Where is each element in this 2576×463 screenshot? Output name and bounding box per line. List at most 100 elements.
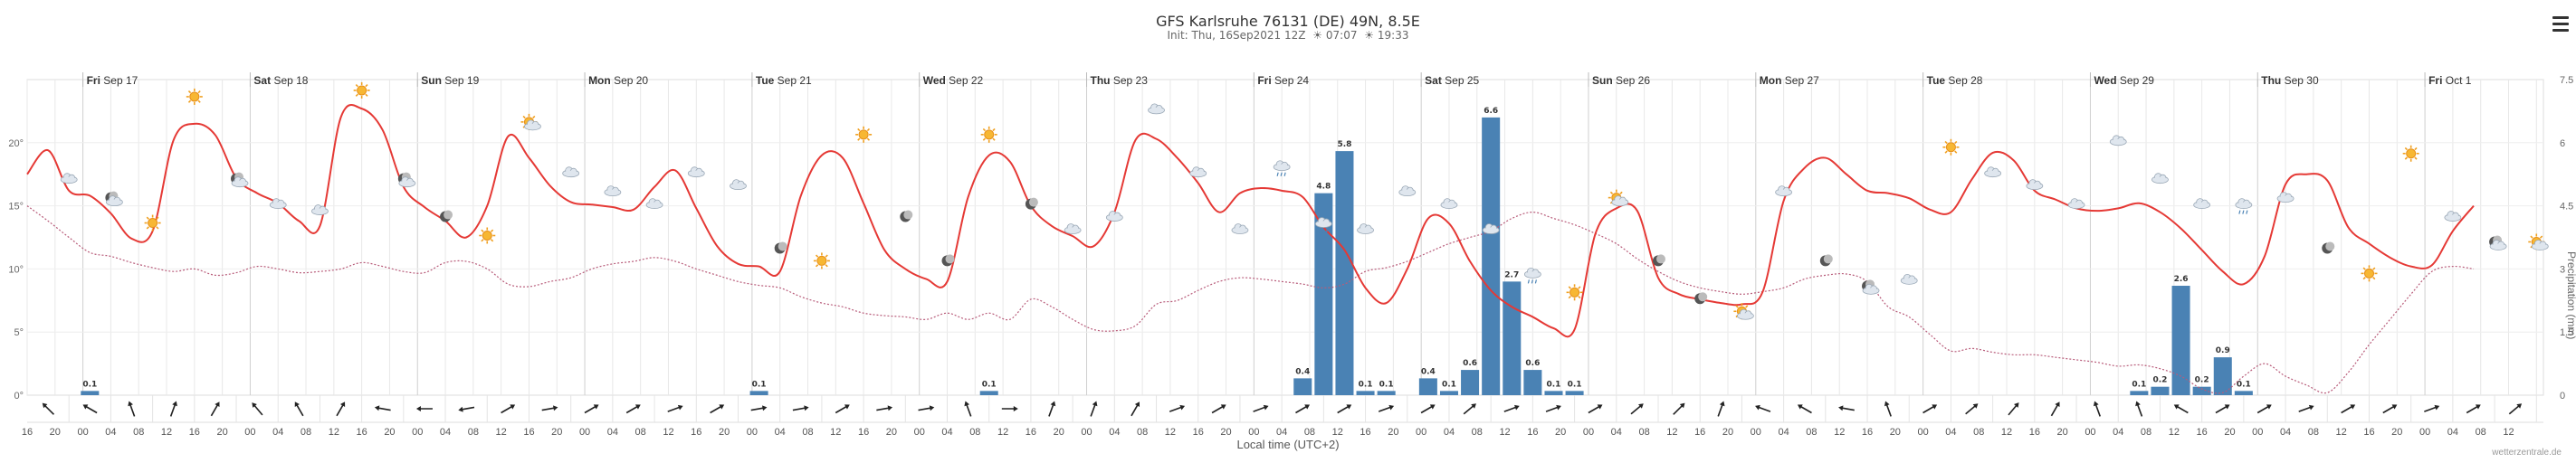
cloud-icon (1105, 211, 1123, 222)
right-axis-tick: 3 (2560, 264, 2565, 275)
hour-tick-label: 16 (2197, 427, 2208, 438)
sunset-icon: ☀ (1364, 29, 1375, 42)
precip-label: 0.4 (1295, 367, 1310, 376)
precip-bar (979, 391, 998, 395)
precip-bar (1439, 391, 1458, 395)
moon-icon (900, 210, 913, 222)
sunset-time: 19:33 (1377, 29, 1409, 42)
cloud-icon (2276, 192, 2295, 203)
sun-icon (2361, 265, 2378, 282)
wind-arrow-icon (2135, 401, 2143, 417)
sun-icon (1566, 284, 1583, 301)
hamburger-menu-icon[interactable] (2552, 16, 2569, 35)
precip-label: 0.2 (2152, 376, 2167, 385)
precip-bar (1356, 391, 1375, 395)
wind-arrow-icon (2424, 404, 2440, 412)
day-label: Mon Sep 27 (1760, 74, 1819, 87)
sun-icon (144, 214, 161, 232)
hour-tick-label: 08 (1472, 427, 1483, 438)
precip-bar (1335, 151, 1354, 395)
hour-tick-label: 20 (1388, 427, 1398, 438)
wind-arrow-icon (625, 404, 641, 414)
day-label: Wed Sep 22 (923, 74, 984, 87)
precip-label: 0.1 (1568, 380, 1582, 389)
wind-arrow-icon (2093, 401, 2101, 417)
moon-icon (1652, 254, 1665, 267)
cloud-icon (1189, 166, 1207, 178)
rain-cloud-icon (1523, 267, 1541, 284)
wind-arrow-icon (1048, 401, 1056, 417)
precip-label: 0.6 (1463, 359, 1477, 368)
wind-arrow-icon (2215, 404, 2230, 414)
hour-tick-label: 00 (914, 427, 925, 438)
credit-text[interactable]: wetterzentrale.de (2492, 448, 2562, 458)
precip-label: 0.2 (2195, 376, 2209, 385)
precip-label: 0.1 (2237, 380, 2251, 389)
precip-label: 0.1 (1442, 380, 1456, 389)
wind-arrow-icon (2256, 404, 2272, 414)
wind-arrow-icon (169, 401, 177, 417)
hour-tick-label: 04 (440, 427, 451, 438)
hour-tick-label: 04 (775, 427, 786, 438)
cloud-icon (2444, 211, 2462, 222)
wind-arrow-icon (1253, 404, 1269, 412)
hour-tick-label: 12 (1165, 427, 1176, 438)
precip-bar (1377, 391, 1396, 395)
cloud-icon (1482, 223, 1500, 234)
hour-tick-label: 08 (1806, 427, 1817, 438)
wind-arrow-icon (2341, 404, 2356, 414)
wind-arrow-icon (876, 405, 893, 411)
precip-label: 0.1 (982, 380, 997, 389)
hour-tick-label: 08 (969, 427, 980, 438)
wind-arrow-icon (918, 405, 935, 411)
cloud-icon (730, 179, 747, 191)
precip-bar (1482, 117, 1501, 395)
wind-arrow-icon (294, 402, 304, 417)
hour-tick-label: 00 (2419, 427, 2430, 438)
precip-bar (1565, 391, 1584, 395)
wind-arrow-icon (1503, 404, 1520, 412)
cloud-icon (1398, 185, 1417, 197)
hour-tick-label: 16 (1694, 427, 1705, 438)
hour-tick-label: 12 (496, 427, 507, 438)
wind-arrow-icon (1884, 401, 1892, 417)
cloud-icon (2193, 198, 2211, 210)
hour-tick-label: 08 (2141, 427, 2151, 438)
cloud-icon (645, 198, 663, 210)
hour-tick-label: 12 (830, 427, 841, 438)
hour-tick-label: 20 (1220, 427, 1231, 438)
right-axis-tick: 4.5 (2560, 202, 2573, 213)
sun-icon (2402, 145, 2419, 162)
hour-tick-label: 20 (1555, 427, 1566, 438)
plot-frame (26, 79, 2544, 396)
left-axis-tick: 10° (8, 264, 24, 275)
hour-tick-label: 16 (691, 427, 701, 438)
precip-bar (1544, 391, 1563, 395)
wind-arrow-icon (1131, 402, 1140, 417)
hour-tick-label: 16 (1527, 427, 1538, 438)
hour-tick-label: 04 (1276, 427, 1287, 438)
hour-tick-label: 20 (384, 427, 395, 438)
hour-tick-label: 20 (2224, 427, 2235, 438)
moon-icon (941, 254, 955, 267)
wind-arrow-icon (667, 404, 683, 412)
hour-tick-label: 04 (2113, 427, 2123, 438)
cloud-icon (2109, 135, 2127, 146)
hour-tick-label: 16 (1193, 427, 1204, 438)
cloud-icon (2026, 179, 2044, 191)
day-label: Sun Sep 19 (421, 74, 479, 87)
hour-tick-label: 16 (357, 427, 367, 438)
hour-tick-label: 04 (607, 427, 618, 438)
wind-arrow-icon (415, 406, 433, 411)
wind-arrow-icon (2298, 404, 2314, 412)
hour-tick-label: 20 (216, 427, 227, 438)
precip-bar (2171, 286, 2190, 395)
wind-arrow-icon (1922, 404, 1938, 414)
precip-label: 0.1 (1547, 380, 1561, 389)
wind-arrow-icon (2508, 403, 2523, 415)
wind-arrow-icon (1717, 401, 1725, 417)
day-label: Sat Sep 25 (1425, 74, 1479, 87)
sun-cloud-icon (520, 113, 541, 131)
hour-tick-label: 12 (161, 427, 172, 438)
